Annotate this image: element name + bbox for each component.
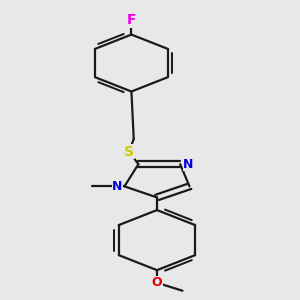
Text: F: F — [127, 14, 136, 27]
Text: N: N — [183, 158, 194, 171]
Text: O: O — [152, 276, 162, 289]
Text: N: N — [112, 180, 123, 193]
Text: S: S — [124, 145, 134, 159]
